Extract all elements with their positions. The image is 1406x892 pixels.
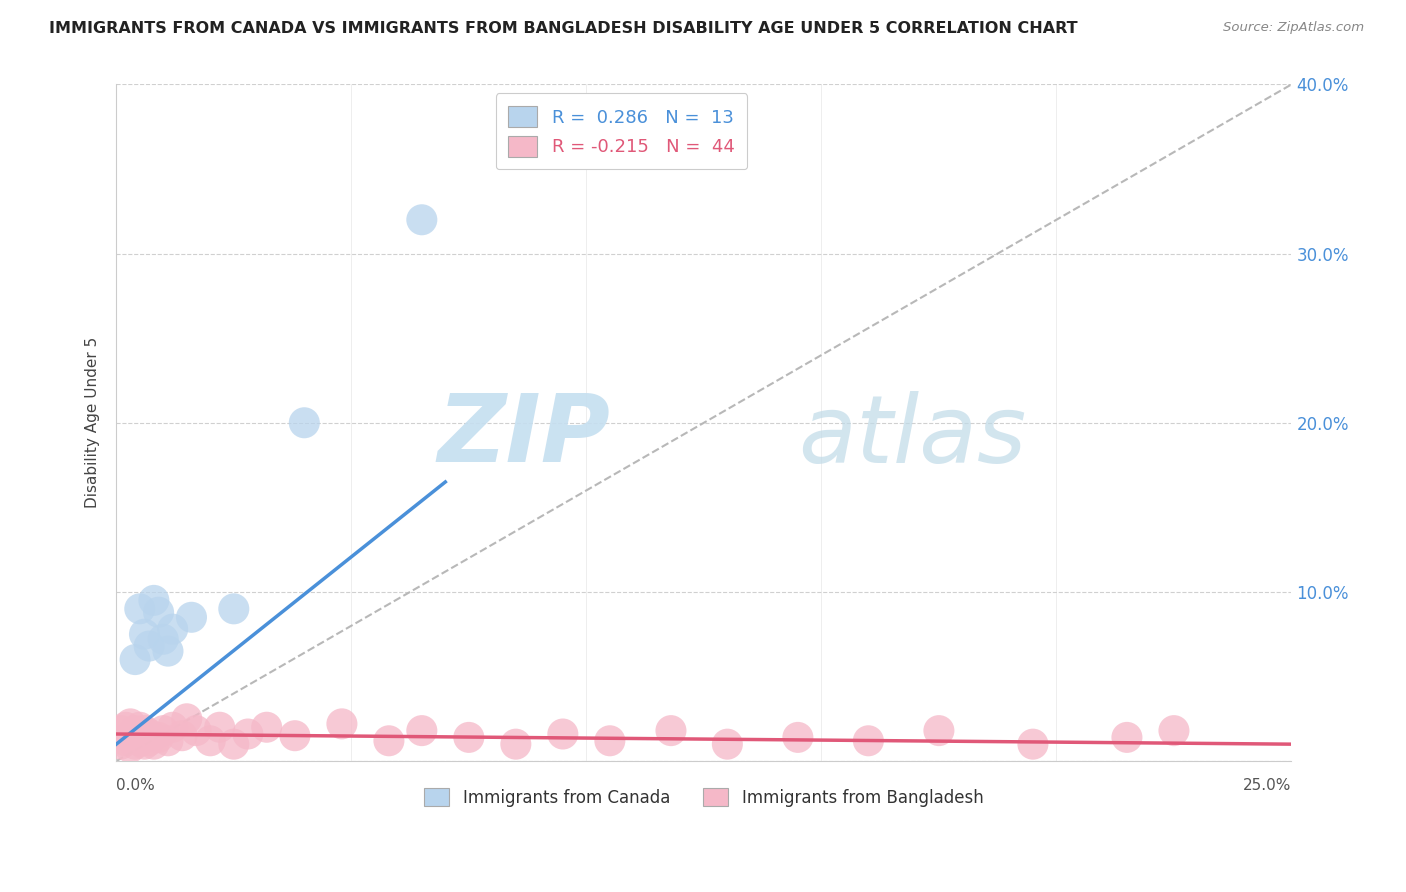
Point (786, 731, 808, 745)
Point (659, 723, 682, 738)
Point (120, 740, 142, 755)
Point (172, 729, 194, 743)
Point (138, 639, 160, 653)
Point (411, 212, 433, 227)
Point (134, 627, 156, 641)
Point (114, 720, 136, 734)
Point (124, 737, 146, 751)
Point (110, 737, 132, 751)
Point (208, 720, 231, 734)
Point (138, 727, 160, 741)
Point (292, 416, 315, 430)
Point (222, 602, 245, 616)
Point (180, 610, 202, 624)
Point (222, 737, 245, 751)
Y-axis label: Disability Age Under 5: Disability Age Under 5 (86, 337, 100, 508)
Point (120, 729, 142, 743)
Point (1022, 737, 1045, 751)
Point (152, 632, 174, 647)
Point (162, 622, 184, 636)
Text: IMMIGRANTS FROM CANADA VS IMMIGRANTS FROM BANGLADESH DISABILITY AGE UNDER 5 CORR: IMMIGRANTS FROM CANADA VS IMMIGRANTS FRO… (49, 21, 1078, 37)
Point (284, 729, 307, 743)
Point (186, 723, 208, 738)
Text: atlas: atlas (797, 391, 1026, 482)
Point (716, 737, 738, 751)
Point (176, 712, 198, 726)
Text: Source: ZipAtlas.com: Source: ZipAtlas.com (1223, 21, 1364, 35)
Point (152, 723, 174, 738)
Legend: Immigrants from Canada, Immigrants from Bangladesh: Immigrants from Canada, Immigrants from … (418, 781, 990, 814)
Point (128, 602, 150, 616)
Point (200, 733, 222, 747)
Text: 0.0%: 0.0% (117, 778, 155, 793)
Point (114, 733, 136, 747)
Point (124, 652, 146, 666)
Text: ZIP: ZIP (437, 391, 610, 483)
Point (599, 733, 621, 747)
Point (457, 731, 479, 745)
Point (134, 723, 156, 738)
Point (142, 593, 165, 607)
Point (142, 737, 165, 751)
Point (551, 727, 574, 741)
Point (928, 723, 950, 738)
Point (120, 717, 142, 731)
Point (156, 644, 179, 658)
Point (148, 605, 170, 619)
Point (236, 727, 259, 741)
Point (1116, 731, 1139, 745)
Point (378, 733, 401, 747)
Point (858, 733, 880, 747)
Point (162, 720, 184, 734)
Point (411, 723, 433, 738)
Point (110, 723, 132, 738)
Point (128, 720, 150, 734)
Point (148, 731, 170, 745)
Point (256, 720, 278, 734)
Point (128, 733, 150, 747)
Point (156, 733, 179, 747)
Point (505, 737, 527, 751)
Point (124, 723, 146, 738)
Point (134, 737, 156, 751)
Point (138, 733, 160, 747)
Point (1163, 723, 1185, 738)
Point (330, 717, 353, 731)
Text: 25.0%: 25.0% (1243, 778, 1292, 793)
